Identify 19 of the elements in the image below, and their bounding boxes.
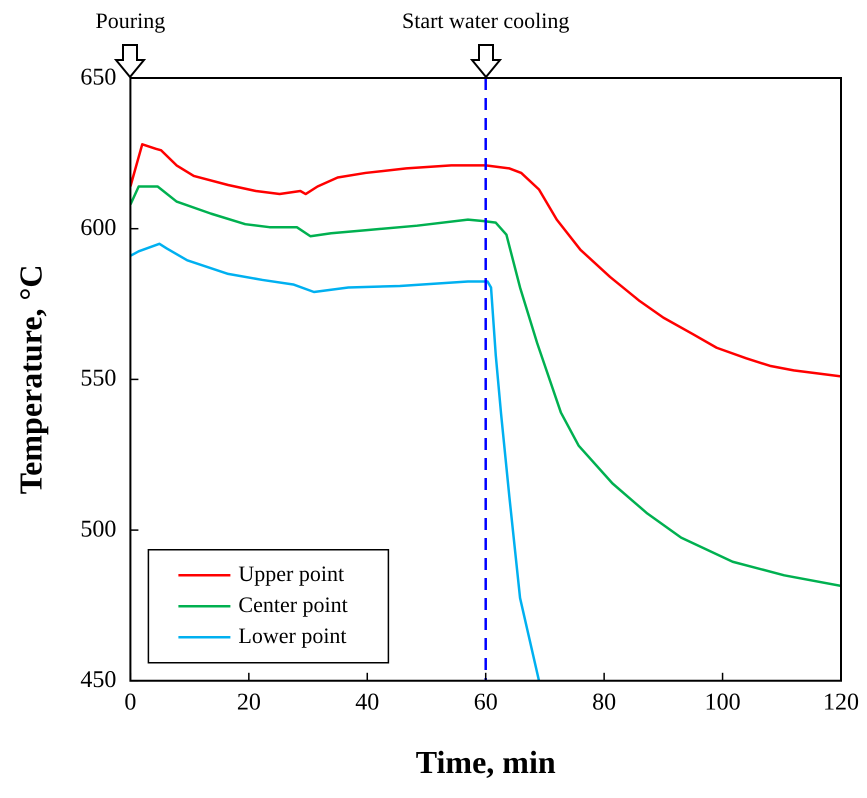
text: Pouring [96, 8, 166, 33]
x-tick-label: 40 [355, 689, 380, 716]
y-tick-label: 600 [80, 214, 116, 241]
y-tick-label: 650 [80, 64, 116, 90]
y-axis-title: Temperature, °C [12, 264, 48, 494]
x-tick-label: 20 [236, 689, 261, 716]
ref-line-label: Start water cooling [402, 8, 570, 33]
y-tick-label: 450 [80, 667, 116, 694]
x-tick-label: 80 [592, 689, 616, 716]
x-tick-label: 0 [124, 689, 136, 716]
x-axis-title: Time, min [416, 744, 556, 780]
legend-label: Upper point [238, 561, 344, 586]
y-tick-label: 550 [80, 366, 116, 392]
x-tick-label: 100 [704, 689, 741, 716]
legend-label: Lower point [238, 623, 347, 648]
x-tick-label: 60 [474, 689, 498, 716]
legend-label: Center point [238, 592, 348, 618]
x-tick-label: 120 [823, 689, 859, 716]
y-tick-label: 500 [80, 516, 116, 542]
